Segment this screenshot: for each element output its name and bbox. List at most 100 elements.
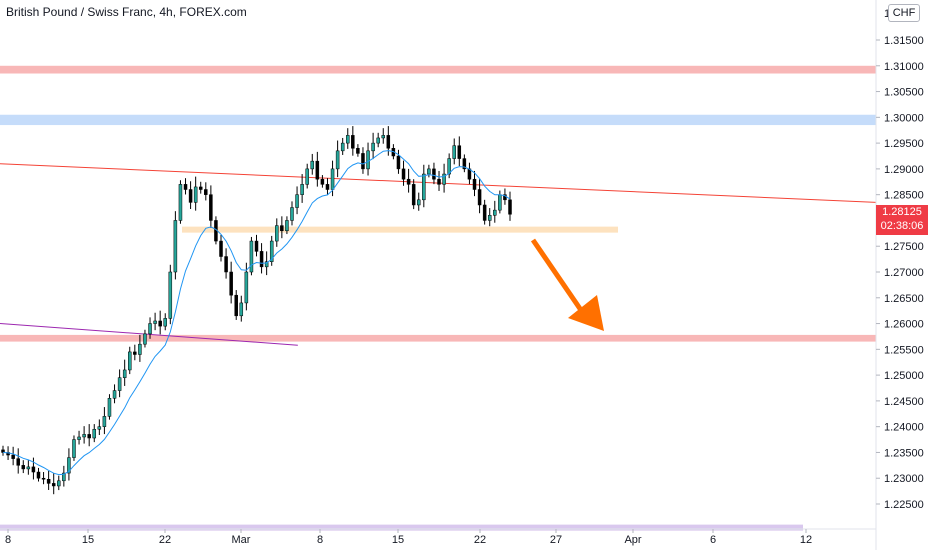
candle: [305, 168, 309, 185]
price-tick-label: 1.23000: [884, 473, 924, 485]
candle: [133, 351, 137, 355]
candle: [482, 204, 487, 221]
time-tick-label: 22: [159, 534, 171, 546]
candle: [128, 351, 132, 371]
candle: [376, 137, 380, 144]
candle: [62, 472, 66, 482]
candle: [188, 189, 193, 203]
candle: [168, 271, 173, 319]
candle: [102, 416, 107, 427]
candle: [320, 178, 325, 185]
price-tick-label: 1.31500: [884, 35, 924, 47]
price-tick-label: 1.30500: [884, 87, 924, 99]
price-tick-label: 1.26000: [884, 319, 924, 331]
time-tick-label: 27: [550, 534, 562, 546]
price-tick-label: 1.27500: [884, 241, 924, 253]
time-tick-label: 8: [317, 534, 323, 546]
candles-layer: [1, 126, 512, 495]
candle: [325, 184, 330, 190]
candle: [315, 160, 320, 180]
candle: [356, 148, 360, 154]
candle: [234, 294, 238, 317]
candle: [300, 184, 304, 195]
last-price-value: 1.28125: [882, 206, 922, 218]
candle: [26, 466, 31, 470]
trendlines-layer: [0, 163, 877, 346]
candle: [396, 155, 401, 170]
candle: [351, 135, 355, 149]
candle: [244, 271, 249, 304]
candle: [224, 256, 228, 273]
candle: [148, 323, 152, 335]
price-axis[interactable]: 1.31500 1.31000 1.30500 1.30000 1.29500 1.290…: [876, 8, 924, 511]
price-tick-label: 1.25000: [884, 370, 924, 382]
candle: [406, 178, 411, 185]
zone-orange[interactable]: [182, 226, 618, 233]
candle: [493, 209, 497, 216]
candle: [153, 320, 157, 324]
candle: [158, 320, 162, 327]
moving-average-line: [2, 150, 511, 476]
zone-blue[interactable]: [0, 114, 876, 126]
candle: [87, 434, 91, 439]
projection-arrow: [530, 238, 604, 331]
candle: [204, 189, 208, 195]
candle: [229, 271, 233, 296]
currency-button[interactable]: CHF: [888, 4, 920, 22]
time-tick-label: 15: [82, 534, 94, 546]
zone-purple[interactable]: [0, 524, 803, 531]
candle: [477, 189, 482, 206]
candle: [508, 199, 512, 215]
candle: [295, 194, 299, 208]
candle: [107, 398, 112, 417]
candle: [472, 178, 477, 190]
candle: [92, 428, 97, 439]
price-tick-label: 1.29000: [884, 164, 924, 176]
trendline-purple[interactable]: [0, 323, 298, 346]
candle: [411, 184, 416, 206]
candle: [117, 377, 122, 391]
candle: [51, 483, 56, 487]
candle: [280, 225, 284, 232]
candle: [432, 168, 436, 180]
price-tick-label-top: 1: [884, 8, 890, 20]
candle: [249, 240, 254, 273]
candle: [361, 153, 365, 170]
candle: [198, 186, 203, 190]
time-tick-label: 6: [710, 534, 716, 546]
time-tick-label: 8: [5, 534, 11, 546]
candle: [422, 173, 426, 201]
candle: [143, 333, 147, 345]
candle: [401, 168, 406, 180]
time-axis[interactable]: 8 15 22 Mar 8 15 22 27 Apr 6 12: [5, 529, 812, 546]
candle: [239, 302, 244, 317]
candle: [340, 142, 345, 152]
candle: [416, 199, 421, 206]
candle: [46, 479, 51, 484]
price-tick-label: 1.27000: [884, 267, 924, 279]
candle: [462, 158, 467, 170]
price-tick-label: 1.24500: [884, 396, 924, 408]
candle: [173, 220, 178, 273]
candle: [437, 178, 441, 185]
zone-red[interactable]: [0, 65, 876, 74]
candle: [112, 390, 117, 399]
candle: [366, 150, 370, 170]
candle: [335, 150, 340, 170]
time-tick-label: 22: [474, 534, 486, 546]
candle: [219, 240, 223, 257]
arrow-head: [568, 295, 604, 331]
time-tick-label: Mar: [232, 534, 251, 546]
price-tick-label: 1.28500: [884, 190, 924, 202]
candle: [21, 465, 26, 470]
zones-layer: [0, 65, 876, 531]
zone-red[interactable]: [0, 334, 876, 342]
bar-countdown: 02:38:06: [880, 220, 924, 232]
candle: [67, 457, 71, 474]
candle: [57, 480, 61, 487]
price-tick-label: 1.22500: [884, 499, 924, 511]
candle: [487, 215, 492, 221]
candle: [447, 158, 451, 175]
candle: [122, 369, 127, 378]
